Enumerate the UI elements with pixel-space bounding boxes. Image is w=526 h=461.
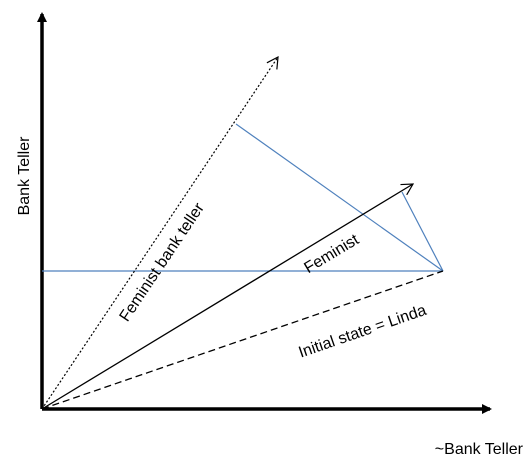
feminist-bank-teller-label: Feminist bank teller [117,200,209,325]
y-axis-label: Bank Teller [16,136,33,216]
initial-state-vector [41,270,444,410]
feminist-bank-teller-vector [41,55,279,410]
projection-onto-feminist-bank-teller [235,123,444,272]
initial-state-label: Initial state = Linda [296,302,428,362]
x-axis-label: ~Bank Teller [435,441,524,458]
projection-onto-feminist [401,191,444,272]
feminist-vector [41,183,415,410]
feminist-label: Feminist [301,231,362,277]
